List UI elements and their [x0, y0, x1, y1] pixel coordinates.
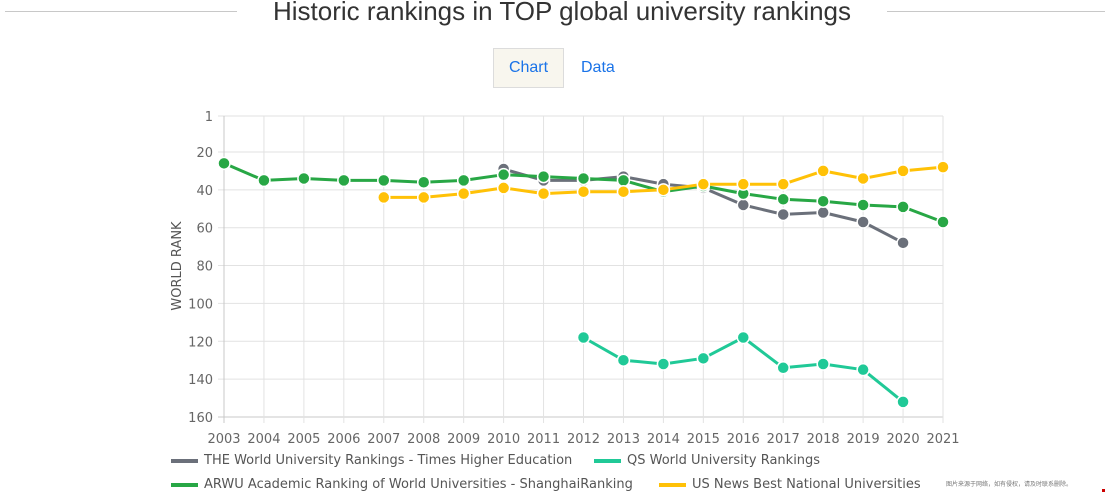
y-tick-label: 1: [205, 110, 213, 125]
data-point: [776, 361, 790, 375]
data-point: [576, 171, 591, 186]
title-divider-right: [887, 11, 1105, 12]
legend-swatch: [171, 459, 198, 463]
data-point: [936, 160, 950, 174]
data-point: [456, 173, 471, 188]
series-group: [217, 156, 950, 409]
data-point: [856, 215, 870, 229]
data-point: [377, 190, 391, 205]
legend-swatch: [594, 459, 621, 463]
data-point: [337, 173, 351, 188]
legend-label: THE World University Rankings - Times Hi…: [203, 453, 572, 468]
x-tick-label: 2010: [487, 432, 520, 447]
data-point: [456, 186, 471, 201]
data-point: [696, 351, 711, 366]
x-tick-label: 2005: [287, 432, 320, 447]
x-tick-label: 2021: [926, 432, 959, 447]
data-point: [856, 362, 870, 377]
data-point: [896, 164, 910, 178]
x-tick-label: 2006: [327, 432, 360, 447]
y-tick-label: 100: [188, 297, 213, 312]
data-point: [736, 198, 751, 212]
data-point: [896, 200, 910, 214]
chart-title-bar: Historic rankings in TOP global universi…: [0, 0, 1106, 26]
data-point: [576, 184, 591, 199]
x-tick-label: 2019: [847, 432, 880, 447]
x-tick-label: 2018: [807, 432, 840, 447]
y-tick-label: 140: [188, 373, 213, 388]
tab-chart[interactable]: Chart: [493, 48, 564, 88]
legend-label: US News Best National Universities: [692, 477, 921, 492]
data-point: [496, 167, 511, 182]
data-point: [616, 173, 631, 188]
x-tick-label: 2009: [447, 432, 480, 447]
data-point: [816, 194, 830, 208]
data-point: [377, 173, 391, 188]
legend-swatch: [171, 483, 198, 487]
data-point: [776, 192, 790, 207]
view-tabs: Chart Data: [493, 48, 615, 89]
watermark-text: 图片来源于网络，如有侵权，请及时联系删除。: [946, 481, 1073, 488]
x-tick-label: 2011: [527, 432, 560, 447]
data-point: [616, 184, 631, 199]
data-point: [536, 186, 551, 201]
x-tick-label: 2014: [647, 432, 680, 447]
data-point: [736, 177, 751, 191]
data-point: [656, 183, 671, 197]
x-tick-label: 2004: [247, 432, 280, 447]
legend-swatch: [659, 483, 686, 487]
series-3: [377, 160, 950, 205]
y-axis-label: WORLD RANK: [170, 221, 185, 311]
data-point: [416, 190, 431, 205]
y-tick-label: 40: [196, 184, 213, 199]
data-point: [616, 353, 631, 367]
x-tick-label: 2007: [367, 432, 400, 447]
x-tick-label: 2016: [727, 432, 760, 447]
data-point: [896, 395, 910, 409]
data-point: [736, 330, 751, 345]
data-point: [856, 198, 870, 212]
corner-mark: [1102, 489, 1105, 492]
data-point: [936, 215, 950, 229]
page-title: Historic rankings in TOP global universi…: [272, 0, 852, 26]
data-point: [816, 357, 830, 371]
legend-label: QS World University Rankings: [627, 453, 820, 468]
data-point: [496, 181, 511, 195]
data-point: [257, 173, 271, 188]
data-point: [856, 171, 870, 186]
data-point: [536, 169, 551, 184]
data-point: [776, 207, 790, 222]
data-point: [776, 177, 790, 191]
data-point: [816, 164, 830, 178]
x-tick-label: 2012: [567, 432, 600, 447]
legend: THE World University Rankings - Times Hi…: [171, 453, 921, 492]
y-tick-label: 60: [196, 222, 213, 237]
x-tick-label: 2013: [607, 432, 640, 447]
tab-data[interactable]: Data: [581, 59, 615, 76]
grid: [218, 115, 944, 423]
x-tick-label: 2017: [767, 432, 800, 447]
data-point: [416, 175, 431, 190]
y-tick-label: 20: [196, 146, 213, 161]
x-tick-label: 2015: [687, 432, 720, 447]
data-point: [896, 236, 910, 250]
data-point: [656, 357, 671, 371]
title-divider-left: [5, 11, 237, 12]
x-tick-label: 2008: [407, 432, 440, 447]
data-point: [816, 205, 830, 220]
data-point: [217, 156, 231, 171]
x-tick-label: 2003: [207, 432, 240, 447]
series-1: [576, 330, 910, 409]
y-tick-label: 80: [196, 260, 213, 275]
y-tick-label: 160: [188, 411, 213, 426]
data-point: [576, 330, 591, 345]
data-point: [696, 177, 711, 191]
y-tick-label: 120: [188, 335, 213, 350]
x-tick-label: 2020: [887, 432, 920, 447]
x-axis-ticks: 2003 2004 2005 2006 2007 2008 2009 2010 2011 2012…: [207, 432, 959, 447]
data-point: [297, 171, 311, 186]
legend-label: ARWU Academic Ranking of World Universit…: [204, 477, 633, 492]
